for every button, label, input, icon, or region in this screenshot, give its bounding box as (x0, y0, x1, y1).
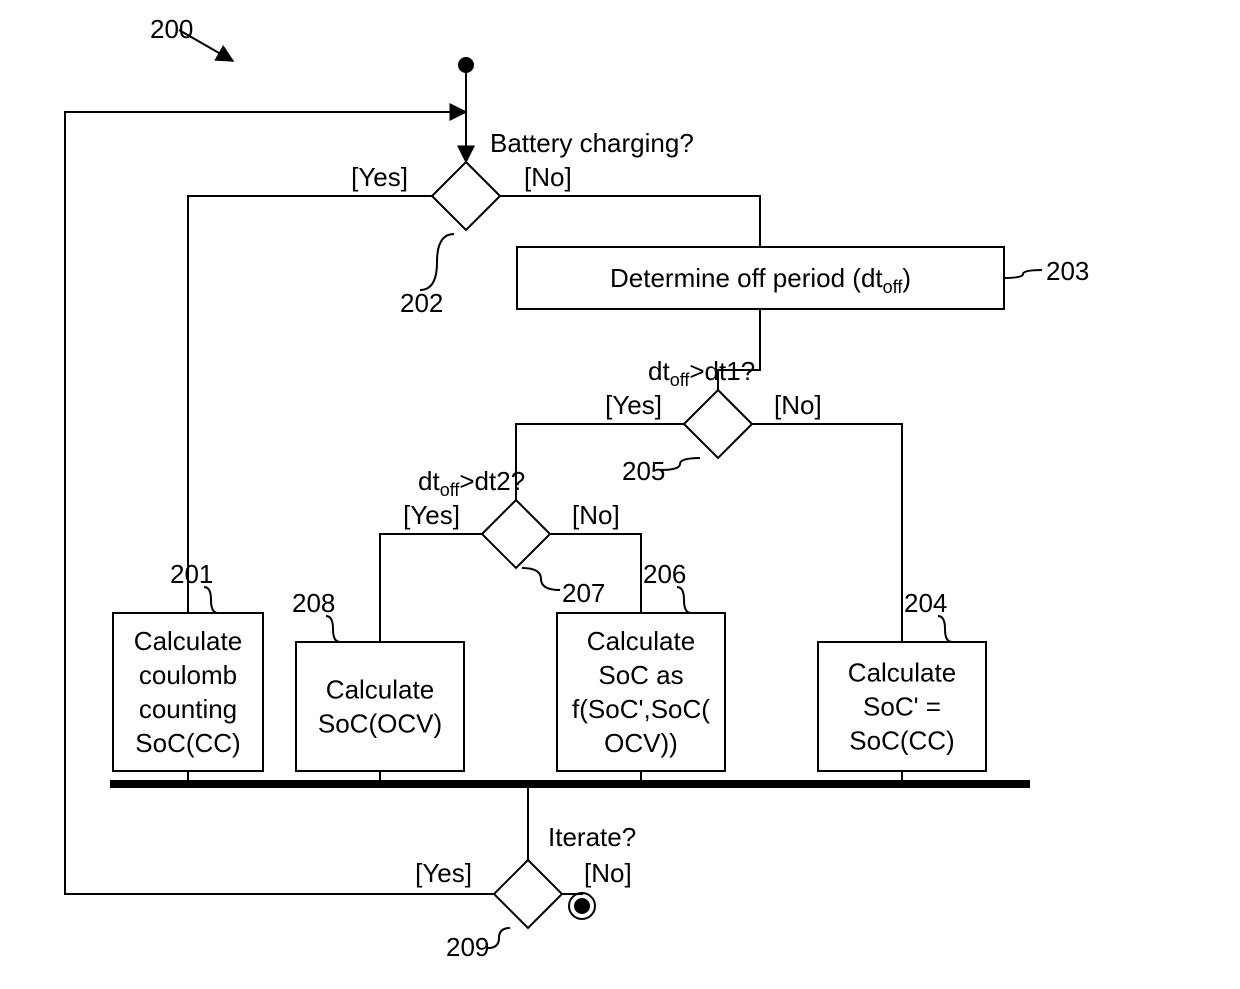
ref-lead (326, 616, 340, 642)
start-dot (458, 57, 474, 73)
decision-dt-gt-dt1 (684, 390, 752, 458)
ref-206: 206 (643, 559, 686, 589)
decision-iterate (494, 860, 562, 928)
end-inner (574, 898, 590, 914)
ref-203: 203 (1046, 256, 1089, 286)
decision-207-no: [No] (572, 500, 620, 530)
ref-lead (1004, 270, 1042, 278)
ref-200-arrow (179, 30, 233, 61)
ref-201: 201 (170, 559, 213, 589)
box-calc-soc-prime-line3: SoC(CC) (849, 726, 954, 756)
ref-lead (677, 587, 691, 613)
box-calc-soc-prime-line1: Calculate (848, 658, 956, 688)
decision-209-no: [No] (584, 858, 632, 888)
box-calc-soc-fn-line2: SoC as (598, 660, 683, 690)
decision-209-label: Iterate? (548, 822, 636, 852)
box-calc-soc-fn-line1: Calculate (587, 626, 695, 656)
decision-207-yes: [Yes] (403, 500, 460, 530)
ref-202: 202 (400, 288, 443, 318)
edge (500, 196, 760, 247)
decision-202-yes: [Yes] (351, 162, 408, 192)
box-calc-soc-fn-line3: f(SoC',SoC( (572, 694, 710, 724)
edge (188, 196, 432, 613)
box-calc-coulomb-counting-line4: SoC(CC) (135, 728, 240, 758)
decision-205-no: [No] (774, 390, 822, 420)
ref-208: 208 (292, 588, 335, 618)
ref-lead (660, 458, 700, 470)
box-203-text: Determine off period (dtoff) (610, 263, 911, 297)
box-calc-soc-fn-line4: OCV)) (604, 728, 678, 758)
ref-lead (522, 568, 560, 590)
decision-209-yes: [Yes] (415, 858, 472, 888)
ref-200: 200 (150, 14, 193, 44)
box-calc-soc-ocv-line2: SoC(OCV) (318, 709, 442, 739)
decision-202-label: Battery charging? (490, 128, 694, 158)
decision-205-yes: [Yes] (605, 390, 662, 420)
box-calc-coulomb-counting-line1: Calculate (134, 626, 242, 656)
flowchart: 200 Battery charging? [Yes] [No] 202 Determin… (0, 0, 1240, 989)
box-calc-coulomb-counting-line2: coulomb (139, 660, 237, 690)
ref-lead (488, 928, 510, 948)
ref-207: 207 (562, 578, 605, 608)
ref-lead (204, 587, 218, 613)
box-calc-coulomb-counting-line3: counting (139, 694, 237, 724)
decision-202-no: [No] (524, 162, 572, 192)
decision-205-label: dtoff>dt1? (648, 356, 755, 390)
edge (380, 534, 482, 642)
box-calc-soc-ocv (296, 642, 464, 771)
ref-lead (420, 234, 454, 290)
box-calc-soc-prime-line2: SoC' = (863, 692, 941, 722)
ref-lead (938, 616, 952, 642)
decision-battery-charging (432, 162, 500, 230)
edge (752, 424, 902, 642)
decision-dt-gt-dt2 (482, 500, 550, 568)
ref-204: 204 (904, 588, 947, 618)
ref-205: 205 (622, 456, 665, 486)
box-calc-soc-ocv-line1: Calculate (326, 675, 434, 705)
decision-207-label: dtoff>dt2? (418, 466, 525, 500)
ref-209: 209 (446, 932, 489, 962)
